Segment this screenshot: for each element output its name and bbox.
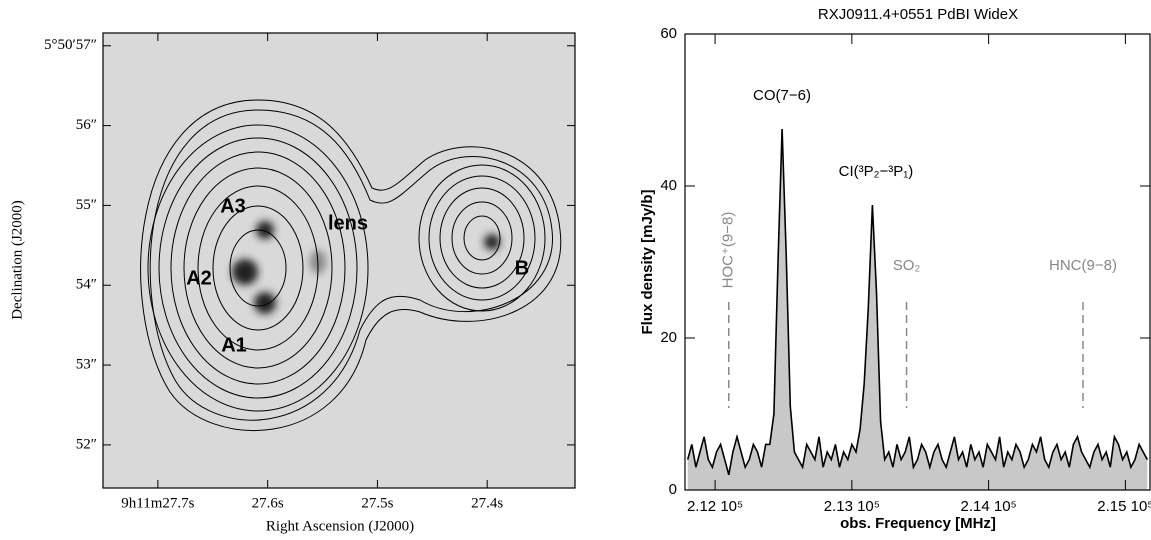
x-tick-label: 2.13 10⁵	[824, 498, 880, 515]
y-tick-label: 60	[660, 25, 677, 42]
annotation: B	[515, 257, 529, 279]
marker-label: HOC⁺(9−8)	[720, 212, 737, 289]
map-frame	[102, 32, 576, 489]
marker-label: HNC(9−8)	[1049, 257, 1117, 274]
plot-frame	[684, 33, 1151, 491]
y-axis-label: Flux density [mJy/b]	[639, 189, 656, 334]
y-tick-label: 54″	[76, 277, 97, 293]
x-axis-label: obs. Frequency [MHz]	[840, 515, 996, 532]
annotation: lens	[328, 212, 368, 234]
line-label: CO(7−6)	[753, 87, 811, 104]
annotation: A3	[220, 195, 246, 217]
x-tick-label: 2.14 10⁵	[960, 498, 1016, 515]
map-image	[103, 33, 575, 488]
y-tick-label: 5°50′57″	[44, 37, 97, 53]
x-tick-label: 27.5s	[361, 495, 393, 511]
annotation: A2	[186, 267, 212, 289]
map-panel: A3 A2 A1 lens B Right Ascension (J2000) …	[9, 32, 576, 534]
y-tick-label: 53″	[76, 357, 97, 373]
chart-title: RXJ0911.4+0551 PdBI WideX	[818, 6, 1018, 23]
y-tick-label: 55″	[76, 197, 97, 213]
y-tick-label: 52″	[76, 436, 97, 452]
line-label: CI(³P₂−³P₁)	[839, 163, 914, 180]
annotation: A1	[221, 334, 247, 356]
x-tick-label: 2.12 10⁵	[687, 498, 743, 515]
y-tick-label: 0	[669, 481, 677, 498]
contours	[140, 99, 562, 431]
y-axis-label: Declination (J2000)	[9, 200, 25, 320]
x-tick-label: 9h11m27.7s	[121, 495, 194, 511]
spectrum-line	[686, 128, 1149, 476]
spectrum-panel: RXJ0911.4+0551 PdBI WideX obs. Frequency…	[639, 6, 1018, 532]
spectrum-fill	[687, 129, 1148, 490]
y-tick-label: 56″	[76, 117, 97, 133]
y-tick-label: 20	[660, 329, 677, 346]
marker-label: SO₂	[893, 257, 921, 274]
x-axis-label: Right Ascension (J2000)	[266, 518, 414, 534]
x-tick-label: 27.6s	[252, 495, 284, 511]
y-tick-label: 40	[660, 177, 677, 194]
x-tick-label: 2.15 10⁵	[1097, 498, 1151, 515]
x-tick-label: 27.4s	[471, 495, 503, 511]
